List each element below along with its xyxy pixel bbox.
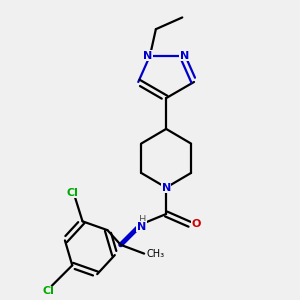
Text: H: H bbox=[139, 215, 146, 225]
Text: N: N bbox=[136, 222, 146, 232]
Text: Cl: Cl bbox=[66, 188, 78, 198]
Text: Cl: Cl bbox=[43, 286, 55, 296]
Text: N: N bbox=[180, 51, 189, 61]
Text: CH₃: CH₃ bbox=[146, 249, 164, 259]
Text: N: N bbox=[161, 183, 171, 193]
Text: O: O bbox=[191, 219, 201, 229]
Text: N: N bbox=[143, 51, 152, 61]
